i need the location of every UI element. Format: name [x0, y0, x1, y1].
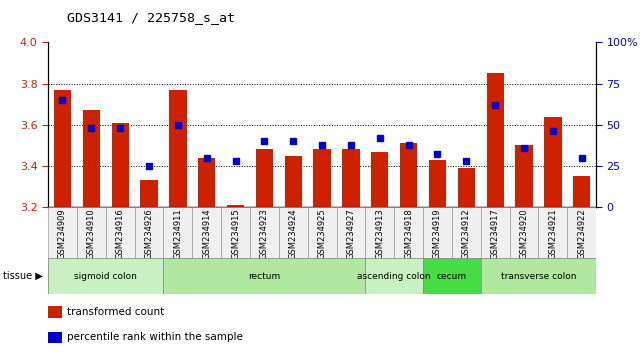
Bar: [163, 258, 365, 294]
Bar: [567, 207, 596, 258]
Bar: [106, 207, 135, 258]
Bar: [481, 258, 596, 294]
Text: GSM234916: GSM234916: [115, 209, 125, 259]
Text: transverse colon: transverse colon: [501, 272, 576, 281]
Bar: [48, 307, 62, 318]
Text: GSM234922: GSM234922: [577, 209, 587, 259]
Text: cecum: cecum: [437, 272, 467, 281]
Bar: [371, 152, 388, 207]
Bar: [423, 258, 481, 294]
Bar: [169, 90, 187, 207]
Text: GSM234910: GSM234910: [87, 209, 96, 259]
Bar: [250, 207, 279, 258]
Text: sigmoid colon: sigmoid colon: [74, 272, 137, 281]
Text: GSM234924: GSM234924: [288, 209, 298, 259]
Bar: [429, 160, 446, 207]
Bar: [48, 258, 163, 294]
Bar: [285, 156, 302, 207]
Bar: [538, 207, 567, 258]
Bar: [342, 149, 360, 207]
Text: transformed count: transformed count: [67, 307, 165, 317]
Text: GSM234923: GSM234923: [260, 209, 269, 259]
Bar: [365, 258, 423, 294]
Bar: [77, 207, 106, 258]
Bar: [48, 332, 62, 343]
Text: GSM234920: GSM234920: [519, 209, 529, 259]
Text: GSM234914: GSM234914: [202, 209, 212, 259]
Text: GSM234911: GSM234911: [173, 209, 183, 259]
Bar: [227, 205, 244, 207]
Bar: [163, 207, 192, 258]
Bar: [256, 149, 273, 207]
Bar: [198, 158, 215, 207]
Bar: [458, 168, 475, 207]
Bar: [48, 207, 77, 258]
Bar: [510, 207, 538, 258]
Text: ascending colon: ascending colon: [358, 272, 431, 281]
Text: GSM234921: GSM234921: [548, 209, 558, 259]
Bar: [573, 176, 590, 207]
Bar: [544, 116, 562, 207]
Text: GSM234913: GSM234913: [375, 209, 385, 259]
Bar: [279, 207, 308, 258]
Text: percentile rank within the sample: percentile rank within the sample: [67, 332, 243, 342]
Bar: [481, 207, 510, 258]
Bar: [83, 110, 100, 207]
Bar: [313, 149, 331, 207]
Bar: [192, 207, 221, 258]
Bar: [135, 207, 163, 258]
Bar: [400, 143, 417, 207]
Bar: [394, 207, 423, 258]
Bar: [112, 123, 129, 207]
Bar: [365, 207, 394, 258]
Bar: [487, 73, 504, 207]
Bar: [452, 207, 481, 258]
Text: GSM234909: GSM234909: [58, 209, 67, 259]
Text: GSM234926: GSM234926: [144, 209, 154, 259]
Bar: [308, 207, 337, 258]
Text: GSM234915: GSM234915: [231, 209, 240, 259]
Text: GSM234917: GSM234917: [490, 209, 500, 259]
Text: GSM234918: GSM234918: [404, 209, 413, 259]
Bar: [423, 207, 452, 258]
Text: GSM234912: GSM234912: [462, 209, 471, 259]
Bar: [140, 180, 158, 207]
Bar: [221, 207, 250, 258]
Text: rectum: rectum: [248, 272, 281, 281]
Bar: [337, 207, 365, 258]
Bar: [515, 145, 533, 207]
Text: GSM234919: GSM234919: [433, 209, 442, 259]
Text: tissue ▶: tissue ▶: [3, 271, 43, 281]
Text: GDS3141 / 225758_s_at: GDS3141 / 225758_s_at: [67, 11, 235, 24]
Bar: [54, 90, 71, 207]
Text: GSM234925: GSM234925: [317, 209, 327, 259]
Text: GSM234927: GSM234927: [346, 209, 356, 259]
